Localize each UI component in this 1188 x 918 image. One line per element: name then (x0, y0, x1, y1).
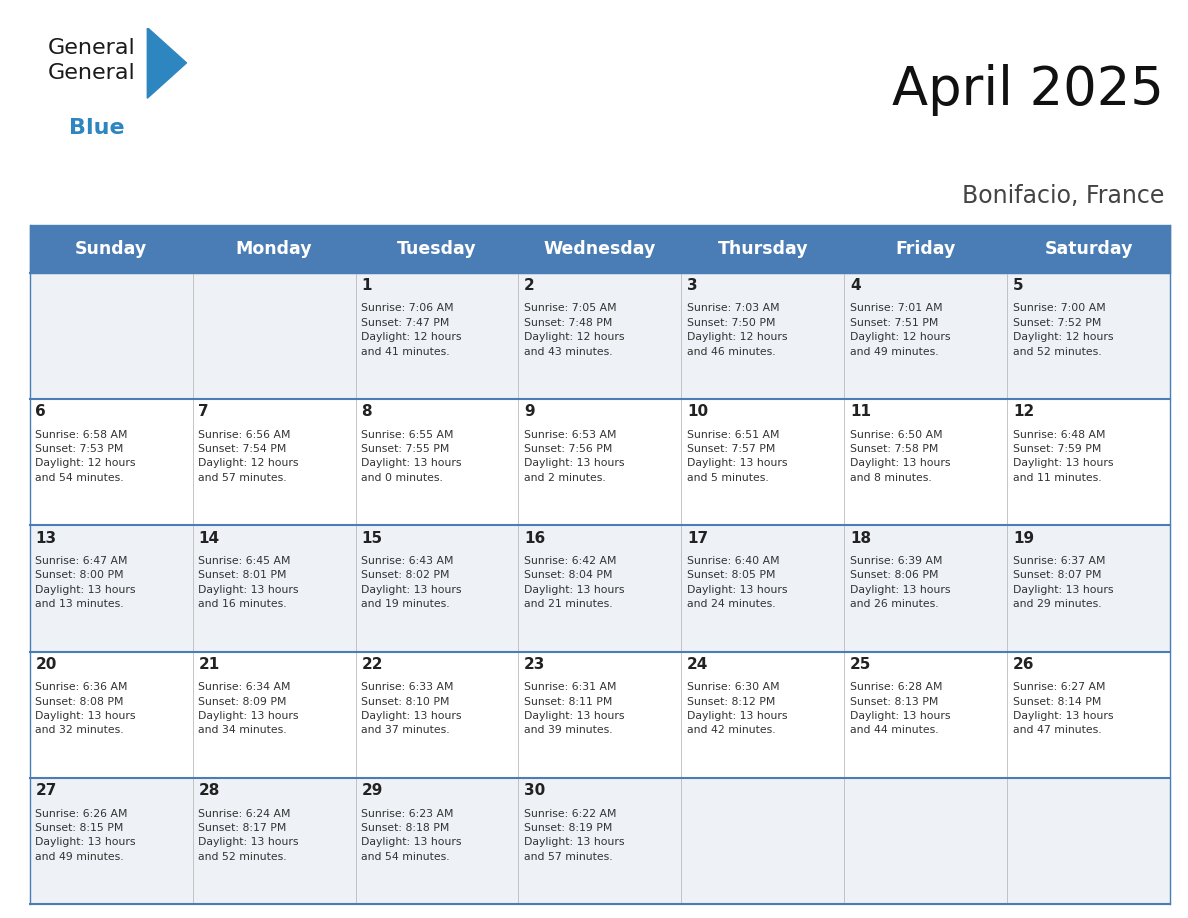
Text: Monday: Monday (235, 240, 312, 258)
Text: Saturday: Saturday (1044, 240, 1133, 258)
Text: Wednesday: Wednesday (544, 240, 656, 258)
Text: 26: 26 (1013, 657, 1035, 672)
Text: 6: 6 (36, 405, 46, 420)
Text: Sunrise: 6:31 AM
Sunset: 8:11 PM
Daylight: 13 hours
and 39 minutes.: Sunrise: 6:31 AM Sunset: 8:11 PM Dayligh… (524, 682, 625, 735)
Text: Sunrise: 7:01 AM
Sunset: 7:51 PM
Daylight: 12 hours
and 49 minutes.: Sunrise: 7:01 AM Sunset: 7:51 PM Dayligh… (851, 303, 950, 356)
Text: Blue: Blue (69, 118, 125, 139)
Text: Sunrise: 6:23 AM
Sunset: 8:18 PM
Daylight: 13 hours
and 54 minutes.: Sunrise: 6:23 AM Sunset: 8:18 PM Dayligh… (361, 809, 462, 862)
Text: Sunrise: 6:22 AM
Sunset: 8:19 PM
Daylight: 13 hours
and 57 minutes.: Sunrise: 6:22 AM Sunset: 8:19 PM Dayligh… (524, 809, 625, 862)
Text: 28: 28 (198, 783, 220, 799)
Bar (30, 778, 1170, 904)
Text: Sunday: Sunday (75, 240, 147, 258)
Text: 8: 8 (361, 405, 372, 420)
Text: General: General (48, 62, 135, 83)
Text: 25: 25 (851, 657, 872, 672)
Text: General: General (48, 38, 135, 58)
Text: Sunrise: 6:26 AM
Sunset: 8:15 PM
Daylight: 13 hours
and 49 minutes.: Sunrise: 6:26 AM Sunset: 8:15 PM Dayligh… (36, 809, 135, 862)
Text: 19: 19 (1013, 531, 1034, 545)
Text: 22: 22 (361, 657, 383, 672)
Text: Sunrise: 6:27 AM
Sunset: 8:14 PM
Daylight: 13 hours
and 47 minutes.: Sunrise: 6:27 AM Sunset: 8:14 PM Dayligh… (1013, 682, 1113, 735)
Text: 13: 13 (36, 531, 57, 545)
Text: Sunrise: 6:51 AM
Sunset: 7:57 PM
Daylight: 13 hours
and 5 minutes.: Sunrise: 6:51 AM Sunset: 7:57 PM Dayligh… (687, 430, 788, 483)
Bar (30, 225, 1170, 273)
Text: Sunrise: 7:06 AM
Sunset: 7:47 PM
Daylight: 12 hours
and 41 minutes.: Sunrise: 7:06 AM Sunset: 7:47 PM Dayligh… (361, 303, 462, 356)
Text: Sunrise: 6:42 AM
Sunset: 8:04 PM
Daylight: 13 hours
and 21 minutes.: Sunrise: 6:42 AM Sunset: 8:04 PM Dayligh… (524, 556, 625, 610)
Text: 30: 30 (524, 783, 545, 799)
Text: 20: 20 (36, 657, 57, 672)
Text: Sunrise: 6:45 AM
Sunset: 8:01 PM
Daylight: 13 hours
and 16 minutes.: Sunrise: 6:45 AM Sunset: 8:01 PM Dayligh… (198, 556, 299, 610)
Text: Sunrise: 7:05 AM
Sunset: 7:48 PM
Daylight: 12 hours
and 43 minutes.: Sunrise: 7:05 AM Sunset: 7:48 PM Dayligh… (524, 303, 625, 356)
Text: Sunrise: 6:43 AM
Sunset: 8:02 PM
Daylight: 13 hours
and 19 minutes.: Sunrise: 6:43 AM Sunset: 8:02 PM Dayligh… (361, 556, 462, 610)
Text: 1: 1 (361, 278, 372, 293)
Text: Sunrise: 6:55 AM
Sunset: 7:55 PM
Daylight: 13 hours
and 0 minutes.: Sunrise: 6:55 AM Sunset: 7:55 PM Dayligh… (361, 430, 462, 483)
Text: April 2025: April 2025 (892, 64, 1164, 117)
Text: Sunrise: 6:40 AM
Sunset: 8:05 PM
Daylight: 13 hours
and 24 minutes.: Sunrise: 6:40 AM Sunset: 8:05 PM Dayligh… (687, 556, 788, 610)
Text: 14: 14 (198, 531, 220, 545)
Text: Sunrise: 6:30 AM
Sunset: 8:12 PM
Daylight: 13 hours
and 42 minutes.: Sunrise: 6:30 AM Sunset: 8:12 PM Dayligh… (687, 682, 788, 735)
Text: 29: 29 (361, 783, 383, 799)
Text: 12: 12 (1013, 405, 1035, 420)
Text: Sunrise: 6:50 AM
Sunset: 7:58 PM
Daylight: 13 hours
and 8 minutes.: Sunrise: 6:50 AM Sunset: 7:58 PM Dayligh… (851, 430, 950, 483)
Text: 11: 11 (851, 405, 871, 420)
Polygon shape (147, 28, 187, 98)
Bar (30, 652, 1170, 778)
Text: 18: 18 (851, 531, 871, 545)
Bar (30, 525, 1170, 652)
Text: Sunrise: 6:24 AM
Sunset: 8:17 PM
Daylight: 13 hours
and 52 minutes.: Sunrise: 6:24 AM Sunset: 8:17 PM Dayligh… (198, 809, 299, 862)
Text: Thursday: Thursday (718, 240, 808, 258)
Text: Sunrise: 6:34 AM
Sunset: 8:09 PM
Daylight: 13 hours
and 34 minutes.: Sunrise: 6:34 AM Sunset: 8:09 PM Dayligh… (198, 682, 299, 735)
Text: 7: 7 (198, 405, 209, 420)
Text: Sunrise: 6:36 AM
Sunset: 8:08 PM
Daylight: 13 hours
and 32 minutes.: Sunrise: 6:36 AM Sunset: 8:08 PM Dayligh… (36, 682, 135, 735)
Text: 9: 9 (524, 405, 535, 420)
Text: Sunrise: 6:48 AM
Sunset: 7:59 PM
Daylight: 13 hours
and 11 minutes.: Sunrise: 6:48 AM Sunset: 7:59 PM Dayligh… (1013, 430, 1113, 483)
Text: 24: 24 (687, 657, 708, 672)
Text: Sunrise: 7:03 AM
Sunset: 7:50 PM
Daylight: 12 hours
and 46 minutes.: Sunrise: 7:03 AM Sunset: 7:50 PM Dayligh… (687, 303, 788, 356)
Text: Sunrise: 6:37 AM
Sunset: 8:07 PM
Daylight: 13 hours
and 29 minutes.: Sunrise: 6:37 AM Sunset: 8:07 PM Dayligh… (1013, 556, 1113, 610)
Text: Sunrise: 7:00 AM
Sunset: 7:52 PM
Daylight: 12 hours
and 52 minutes.: Sunrise: 7:00 AM Sunset: 7:52 PM Dayligh… (1013, 303, 1113, 356)
Bar (30, 273, 1170, 399)
Text: 3: 3 (687, 278, 697, 293)
Text: 16: 16 (524, 531, 545, 545)
Text: 17: 17 (687, 531, 708, 545)
Text: 27: 27 (36, 783, 57, 799)
Text: Sunrise: 6:47 AM
Sunset: 8:00 PM
Daylight: 13 hours
and 13 minutes.: Sunrise: 6:47 AM Sunset: 8:00 PM Dayligh… (36, 556, 135, 610)
Text: Friday: Friday (896, 240, 956, 258)
Text: 4: 4 (851, 278, 860, 293)
Text: Sunrise: 6:33 AM
Sunset: 8:10 PM
Daylight: 13 hours
and 37 minutes.: Sunrise: 6:33 AM Sunset: 8:10 PM Dayligh… (361, 682, 462, 735)
Text: Sunrise: 6:56 AM
Sunset: 7:54 PM
Daylight: 12 hours
and 57 minutes.: Sunrise: 6:56 AM Sunset: 7:54 PM Dayligh… (198, 430, 299, 483)
Text: Sunrise: 6:28 AM
Sunset: 8:13 PM
Daylight: 13 hours
and 44 minutes.: Sunrise: 6:28 AM Sunset: 8:13 PM Dayligh… (851, 682, 950, 735)
Text: 5: 5 (1013, 278, 1024, 293)
Text: 23: 23 (524, 657, 545, 672)
Text: Sunrise: 6:39 AM
Sunset: 8:06 PM
Daylight: 13 hours
and 26 minutes.: Sunrise: 6:39 AM Sunset: 8:06 PM Dayligh… (851, 556, 950, 610)
Text: 2: 2 (524, 278, 535, 293)
Text: 15: 15 (361, 531, 383, 545)
Text: Bonifacio, France: Bonifacio, France (962, 184, 1164, 207)
Text: 10: 10 (687, 405, 708, 420)
Text: Sunrise: 6:53 AM
Sunset: 7:56 PM
Daylight: 13 hours
and 2 minutes.: Sunrise: 6:53 AM Sunset: 7:56 PM Dayligh… (524, 430, 625, 483)
Bar (30, 399, 1170, 525)
Text: Sunrise: 6:58 AM
Sunset: 7:53 PM
Daylight: 12 hours
and 54 minutes.: Sunrise: 6:58 AM Sunset: 7:53 PM Dayligh… (36, 430, 135, 483)
Text: 21: 21 (198, 657, 220, 672)
Text: Tuesday: Tuesday (397, 240, 476, 258)
